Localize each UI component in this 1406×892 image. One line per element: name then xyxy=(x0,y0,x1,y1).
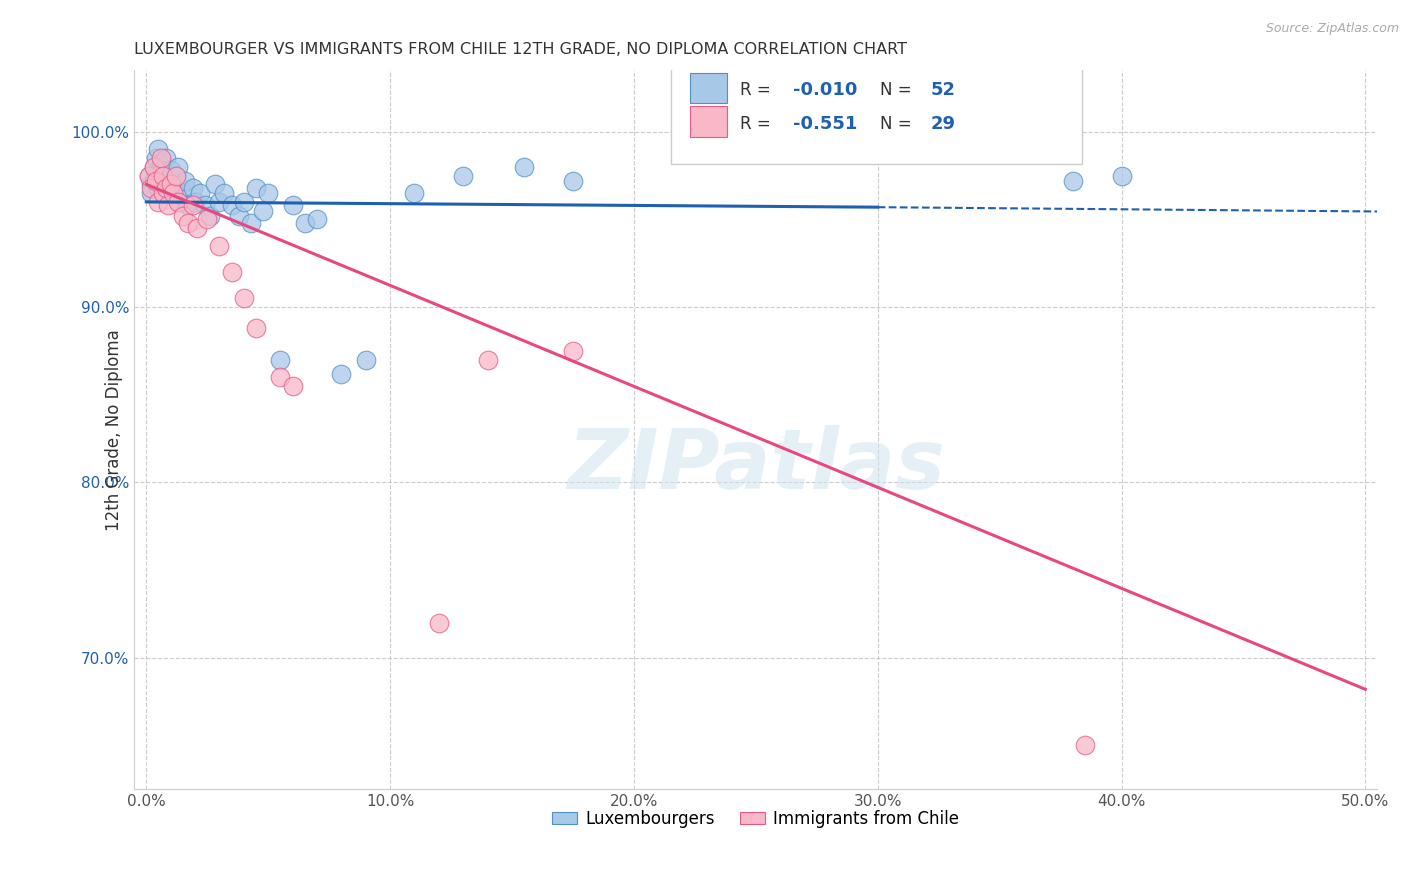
Point xyxy=(141,186,163,201)
Point xyxy=(138,169,160,183)
Point xyxy=(305,212,328,227)
Point xyxy=(184,194,207,209)
Point xyxy=(451,169,474,183)
Point xyxy=(157,198,180,212)
Point xyxy=(148,194,170,209)
Point xyxy=(162,186,184,201)
Point xyxy=(142,160,165,174)
Point xyxy=(172,186,194,201)
Point xyxy=(245,321,267,335)
Text: N =: N = xyxy=(880,115,917,133)
Point xyxy=(198,209,221,223)
Point xyxy=(404,186,426,201)
Point xyxy=(562,174,585,188)
Point xyxy=(214,186,236,201)
FancyBboxPatch shape xyxy=(690,72,727,103)
Point xyxy=(1062,174,1084,188)
Point xyxy=(281,198,304,212)
Point xyxy=(145,151,167,165)
Point xyxy=(477,352,499,367)
Text: 29: 29 xyxy=(931,115,956,133)
Point xyxy=(181,198,204,212)
Point xyxy=(1074,739,1097,753)
Point xyxy=(269,370,291,384)
Point xyxy=(162,181,184,195)
Point xyxy=(159,163,181,178)
Text: R =: R = xyxy=(740,81,776,99)
Point xyxy=(172,209,194,223)
Text: Source: ZipAtlas.com: Source: ZipAtlas.com xyxy=(1265,22,1399,36)
Legend: Luxembourgers, Immigrants from Chile: Luxembourgers, Immigrants from Chile xyxy=(546,804,966,835)
Point xyxy=(186,221,208,235)
Point xyxy=(208,238,231,252)
Point xyxy=(169,194,191,209)
Point xyxy=(165,169,187,183)
Point xyxy=(174,174,197,188)
Point xyxy=(204,178,226,192)
Text: ZIPatlas: ZIPatlas xyxy=(567,425,945,507)
Point xyxy=(562,343,585,358)
Point xyxy=(240,216,263,230)
Point xyxy=(281,379,304,393)
Point xyxy=(427,615,450,630)
Point xyxy=(148,181,170,195)
Point xyxy=(155,151,177,165)
Text: LUXEMBOURGER VS IMMIGRANTS FROM CHILE 12TH GRADE, NO DIPLOMA CORRELATION CHART: LUXEMBOURGER VS IMMIGRANTS FROM CHILE 12… xyxy=(134,42,907,57)
Point xyxy=(155,186,177,201)
Point xyxy=(152,163,174,178)
Point xyxy=(149,156,172,170)
Point xyxy=(269,352,291,367)
Text: R =: R = xyxy=(740,115,776,133)
Text: -0.010: -0.010 xyxy=(793,81,858,99)
Point xyxy=(142,174,165,188)
Point xyxy=(141,181,163,195)
Point xyxy=(159,178,181,192)
Point xyxy=(152,186,174,201)
Point xyxy=(208,194,231,209)
Point xyxy=(294,216,316,230)
Text: N =: N = xyxy=(880,81,917,99)
Text: -0.551: -0.551 xyxy=(793,115,858,133)
Point xyxy=(145,169,167,183)
Point xyxy=(159,186,181,201)
Point xyxy=(157,174,180,188)
Point xyxy=(148,142,170,156)
Point xyxy=(228,209,250,223)
Point xyxy=(177,216,200,230)
Point xyxy=(194,198,217,212)
Point xyxy=(181,181,204,195)
FancyBboxPatch shape xyxy=(671,60,1081,164)
Point xyxy=(354,352,377,367)
Point xyxy=(149,169,172,183)
Text: 52: 52 xyxy=(931,81,956,99)
Y-axis label: 12th Grade, No Diploma: 12th Grade, No Diploma xyxy=(105,329,122,531)
Point xyxy=(221,265,243,279)
Point xyxy=(141,178,163,192)
Point xyxy=(257,186,280,201)
Point xyxy=(221,198,243,212)
Point xyxy=(177,198,200,212)
Point xyxy=(1111,169,1133,183)
Point xyxy=(167,194,190,209)
Point xyxy=(252,203,274,218)
Point xyxy=(188,186,211,201)
Point xyxy=(167,160,190,174)
Point xyxy=(149,151,172,165)
Point xyxy=(330,367,353,381)
Point xyxy=(245,181,267,195)
Point xyxy=(232,194,254,209)
FancyBboxPatch shape xyxy=(690,106,727,136)
Point xyxy=(232,291,254,305)
Point xyxy=(152,178,174,192)
Point xyxy=(513,160,536,174)
Point xyxy=(138,169,160,183)
Point xyxy=(195,212,218,227)
Point xyxy=(145,174,167,188)
Point xyxy=(142,160,165,174)
Point xyxy=(165,169,187,183)
Point xyxy=(155,181,177,195)
Point xyxy=(152,169,174,183)
